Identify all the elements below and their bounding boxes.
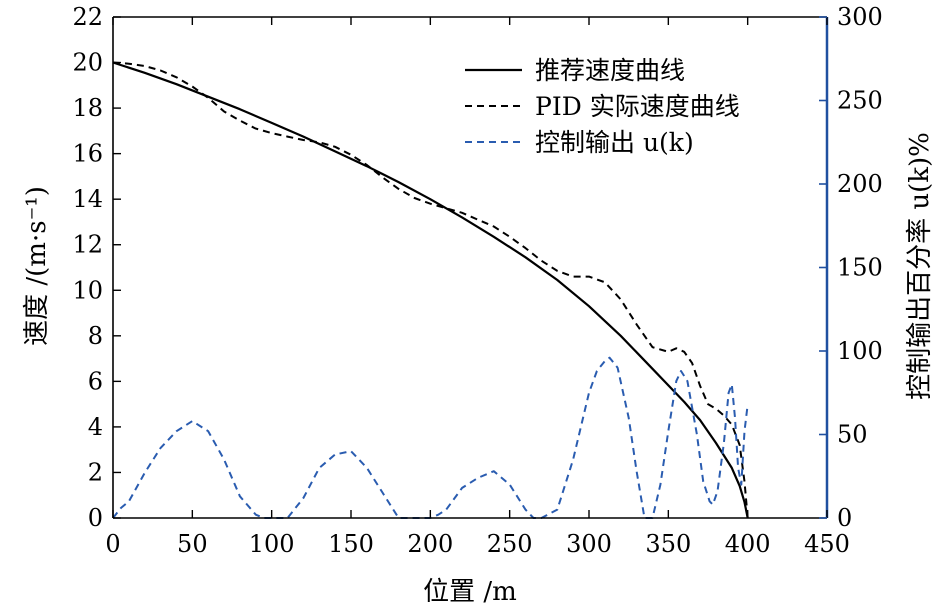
y-left-tick-label: 8 [88, 322, 103, 350]
x-tick-label: 250 [487, 530, 533, 558]
y-left-tick-label: 12 [72, 231, 103, 259]
y-left-tick-label: 14 [72, 185, 103, 213]
y-right-tick-label: 100 [837, 337, 883, 365]
y-right-tick-label: 0 [837, 504, 852, 532]
y-right-tick-label: 200 [837, 170, 883, 198]
y-right-tick-label: 150 [837, 254, 883, 282]
x-tick-label: 100 [249, 530, 295, 558]
y-axis-left-title: 速度 /(m·s⁻¹) [22, 186, 52, 346]
y-left-tick-label: 6 [88, 367, 103, 395]
x-tick-label: 450 [804, 530, 850, 558]
y-left-tick-label: 18 [72, 94, 103, 122]
y-left-tick-label: 20 [72, 49, 103, 77]
legend-label-3: 控制输出 u(k) [535, 128, 694, 157]
series-line-2 [112, 61, 749, 519]
y-left-tick-label: 2 [88, 458, 103, 486]
y-left-tick-label: 22 [72, 3, 103, 31]
x-tick-label: 50 [177, 530, 208, 558]
x-tick-label: 200 [407, 530, 453, 558]
y-left-tick-label: 4 [88, 413, 103, 441]
ticks-layer: 0 50 100 150 200 250 300 350 400 4500246810121416… [72, 3, 882, 558]
y-left-tick-label: 16 [72, 140, 103, 168]
legend-label-2: PID 实际速度曲线 [535, 92, 740, 121]
x-tick-label: 400 [725, 530, 771, 558]
legend-label-1: 推荐速度曲线 [535, 56, 685, 85]
y-right-tick-label: 300 [837, 3, 883, 31]
x-tick-label: 150 [328, 530, 374, 558]
x-axis-title: 位置 /m [423, 577, 517, 607]
series-line-3 [112, 356, 749, 519]
x-tick-label: 300 [566, 530, 612, 558]
x-tick-label: 350 [645, 530, 691, 558]
y-right-tick-label: 250 [837, 87, 883, 115]
y-left-tick-label: 10 [72, 276, 103, 304]
y-left-tick-label: 0 [88, 504, 103, 532]
series-line-1 [112, 61, 749, 519]
y-axis-right-title: 控制输出百分率 u(k)% [905, 132, 935, 400]
y-right-tick-label: 50 [837, 421, 868, 449]
x-tick-label: 0 [105, 530, 120, 558]
